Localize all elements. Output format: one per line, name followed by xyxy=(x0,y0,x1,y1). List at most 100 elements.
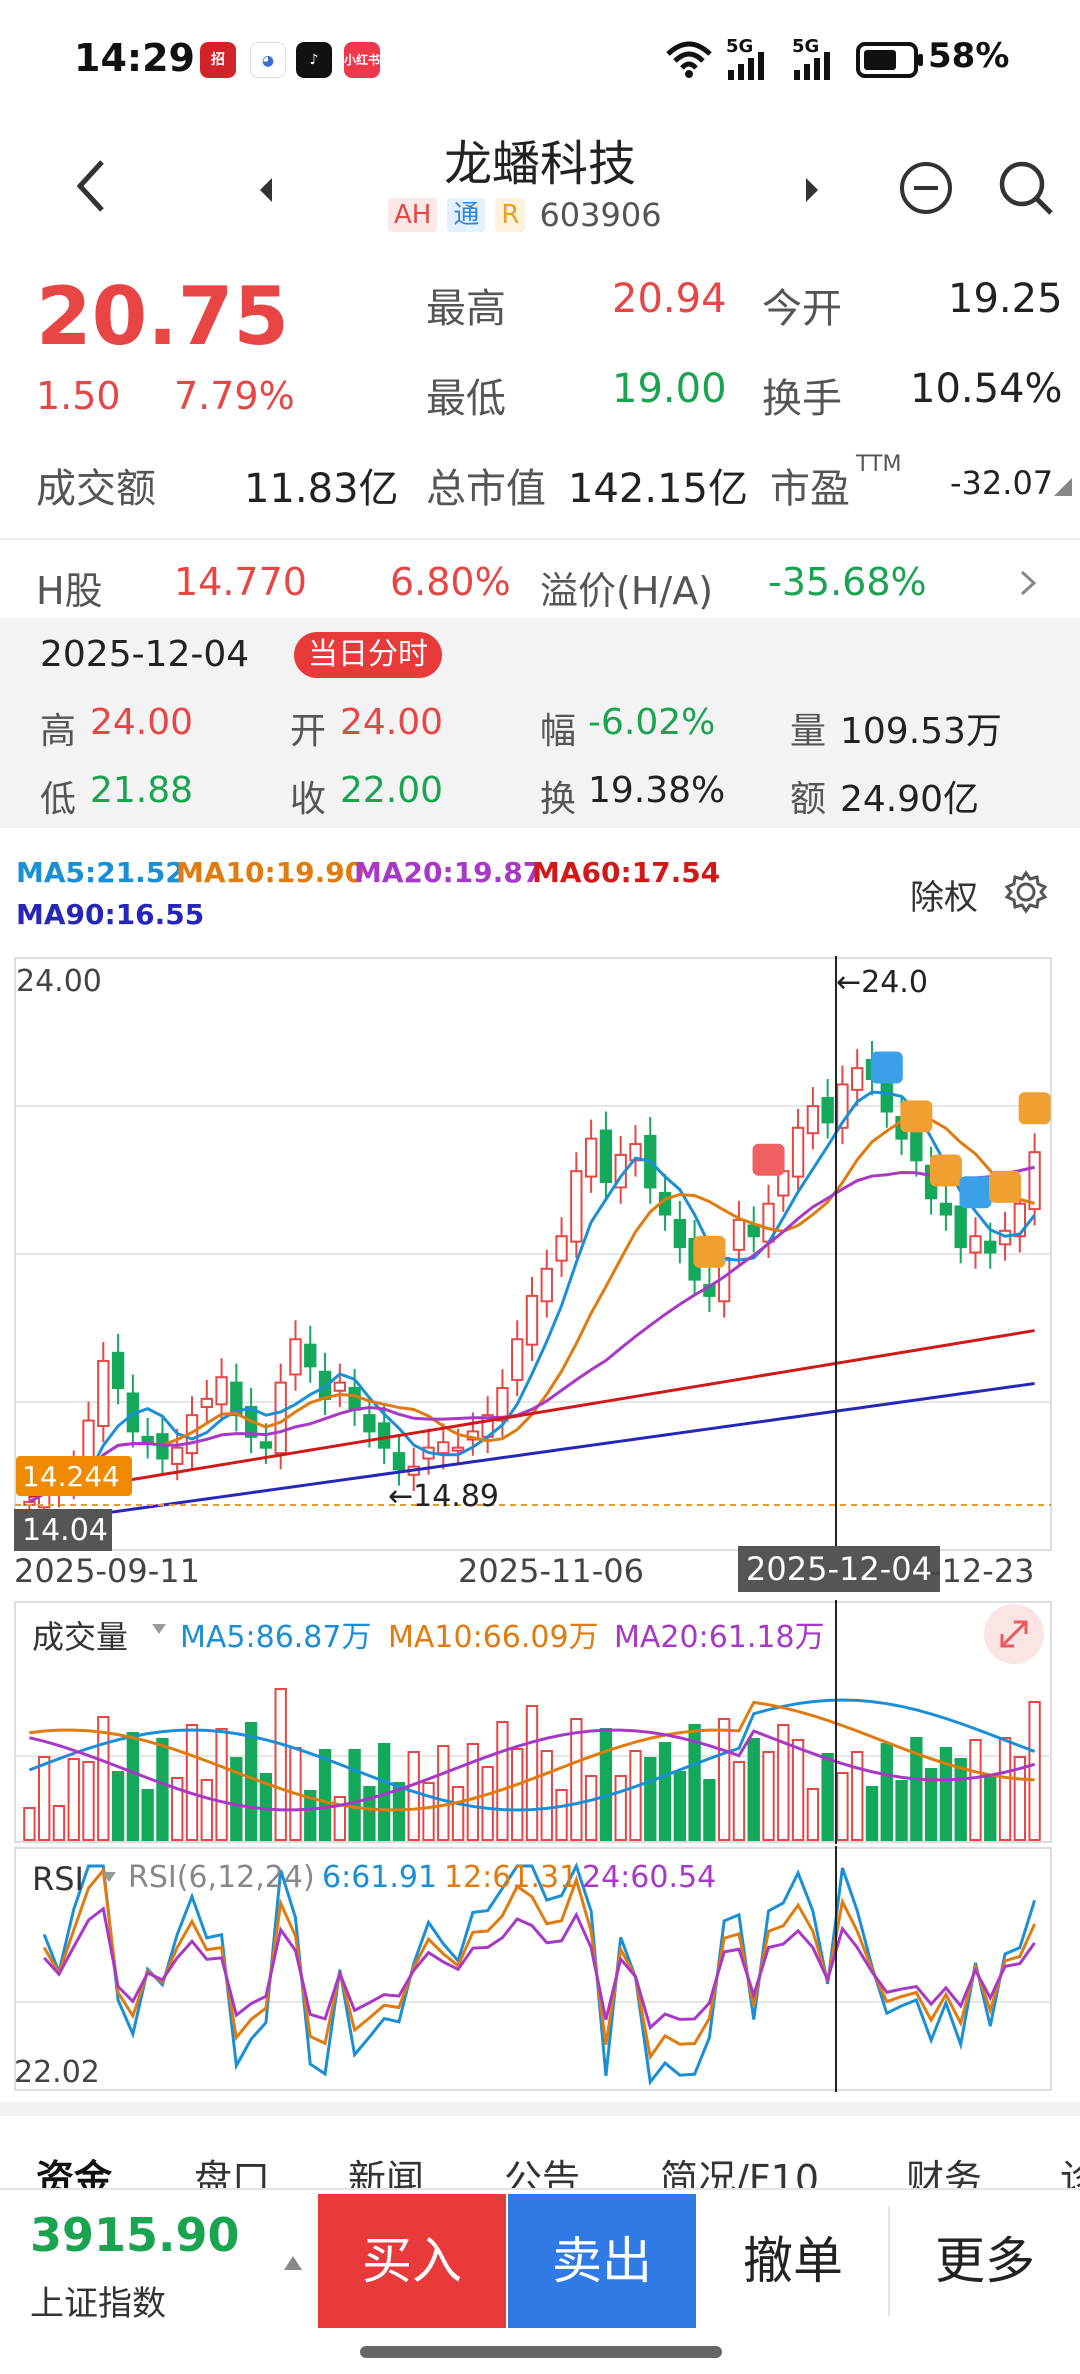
day-close-value: 22.00 xyxy=(340,770,444,811)
ma5-legend: MA5:21.52 xyxy=(16,856,185,889)
pe-corner-icon xyxy=(1054,478,1072,496)
volume-bar xyxy=(304,1790,317,1841)
chevron-right-icon[interactable] xyxy=(1018,568,1038,598)
expand-button[interactable] xyxy=(984,1604,1044,1664)
rsi-label[interactable]: RSI xyxy=(32,1860,84,1898)
kline-chart[interactable]: 24.00 ←24.0 ←14.89 14.244 14.04 xyxy=(14,956,1054,1556)
index-name[interactable]: 上证指数 xyxy=(30,2284,166,2324)
trade-marker xyxy=(929,1154,962,1187)
ma90-legend: MA90:16.55 xyxy=(16,898,205,931)
volume-bar xyxy=(673,1771,686,1841)
r-tag: R xyxy=(495,198,526,232)
open-label: 今开 xyxy=(762,286,842,332)
candle xyxy=(348,1387,361,1411)
rsi-chart[interactable]: 22.02 xyxy=(14,1846,1054,2092)
separator xyxy=(0,2102,1080,2116)
candle xyxy=(954,1205,967,1249)
volume-bar xyxy=(348,1749,361,1841)
trade-marker xyxy=(900,1100,933,1133)
candle xyxy=(570,1170,583,1243)
volume-bar xyxy=(525,1705,539,1841)
day-close-label: 收 xyxy=(290,779,327,820)
volume-bar xyxy=(954,1758,967,1841)
battery-icon xyxy=(856,42,923,78)
rsi-min: 22.02 xyxy=(14,2055,100,2090)
xiaohongshu-icon: 小红书 xyxy=(344,42,380,78)
volume-dropdown-icon[interactable] xyxy=(150,1622,168,1636)
day-date: 2025-12-04 xyxy=(40,634,250,675)
volume-bar xyxy=(244,1722,258,1841)
volume-bar xyxy=(939,1747,953,1841)
candle xyxy=(540,1267,553,1303)
adjust-button[interactable]: 除权 xyxy=(910,878,978,918)
candle xyxy=(984,1240,997,1254)
day-open-label: 开 xyxy=(290,711,327,752)
candle xyxy=(525,1294,539,1346)
price-change-pct: 7.79% xyxy=(174,374,295,418)
date-label-cursor: 2025-12-04 xyxy=(738,1546,940,1592)
candle xyxy=(171,1446,184,1465)
volume-bar xyxy=(658,1742,672,1841)
candle xyxy=(555,1235,568,1262)
home-indicator xyxy=(360,2346,722,2358)
next-stock-icon[interactable] xyxy=(802,176,822,204)
net-label-2: 5G xyxy=(792,36,820,57)
settings-gear-icon[interactable] xyxy=(1004,870,1048,914)
hshare-label[interactable]: H股 xyxy=(36,569,103,613)
sell-button[interactable]: 卖出 xyxy=(508,2194,696,2328)
volume-bar xyxy=(969,1739,982,1841)
tiktok-icon: ♪ xyxy=(296,42,332,78)
turnover-value: 10.54% xyxy=(910,366,1063,412)
cancel-order-button[interactable]: 撤单 xyxy=(743,2232,843,2290)
prev-stock-icon[interactable] xyxy=(256,176,276,204)
ah-tag: AH xyxy=(388,198,438,232)
status-bar: 14:29 招 ◕ ♪ 小红书 5G 5G 58% xyxy=(0,0,1080,110)
ma5-line xyxy=(28,1090,1036,1504)
candle xyxy=(437,1441,450,1455)
volume-bar xyxy=(511,1748,524,1841)
ma20-legend: MA20:19.87 xyxy=(354,856,543,889)
intraday-button[interactable]: 当日分时 xyxy=(294,632,442,678)
ma10-legend: MA10:19.90 xyxy=(176,856,365,889)
volume-bar xyxy=(38,1756,51,1841)
index-value[interactable]: 3915.90 xyxy=(30,2208,240,2262)
remove-watchlist-icon[interactable] xyxy=(898,160,954,216)
volume-ma-line xyxy=(29,1728,1036,1812)
day-low-label: 低 xyxy=(40,779,77,820)
volume-bar xyxy=(52,1805,66,1841)
back-arrow-icon[interactable] xyxy=(74,158,110,214)
search-icon[interactable] xyxy=(996,158,1056,218)
rsi-dropdown-icon[interactable] xyxy=(100,1870,118,1884)
volume-label[interactable]: 成交量 xyxy=(32,1618,129,1656)
volume-bar xyxy=(614,1775,627,1841)
hshare-price: 14.770 xyxy=(174,560,307,604)
ma60-line xyxy=(29,1329,1035,1498)
min-mark: ←14.89 xyxy=(388,1479,499,1514)
candle xyxy=(1028,1151,1041,1211)
index-up-icon xyxy=(284,2256,302,2270)
more-button[interactable]: 更多 xyxy=(935,2232,1035,2290)
stock-name: 龙蟠科技 xyxy=(443,136,636,192)
volume-bar xyxy=(777,1724,790,1841)
day-turn-value: 19.38% xyxy=(588,770,726,811)
day-amp-label: 幅 xyxy=(540,711,577,752)
trade-marker xyxy=(870,1051,903,1084)
vol-ma5: MA5:86.87万 xyxy=(180,1620,372,1655)
rsi12: 12:61.31 xyxy=(444,1860,579,1895)
buy-button[interactable]: 买入 xyxy=(318,2194,506,2328)
volume-bar xyxy=(762,1751,775,1841)
date-label-2: 2025-11-06 xyxy=(458,1552,644,1590)
bottom-divider xyxy=(0,2188,1080,2190)
candle xyxy=(215,1376,228,1406)
stock-tags: AH 通 R 603906 xyxy=(388,196,662,234)
volume-bar xyxy=(407,1751,420,1841)
volume-chart[interactable] xyxy=(14,1600,1054,1844)
day-vol-value: 109.53万 xyxy=(840,711,1002,752)
vol-ma20: MA20:61.18万 xyxy=(614,1620,825,1655)
divider xyxy=(0,538,1080,540)
day-open-value: 24.00 xyxy=(340,702,444,743)
status-time: 14:29 xyxy=(74,36,195,80)
volume-bar xyxy=(555,1789,568,1841)
candle xyxy=(451,1446,465,1452)
volume-bar xyxy=(200,1779,213,1841)
